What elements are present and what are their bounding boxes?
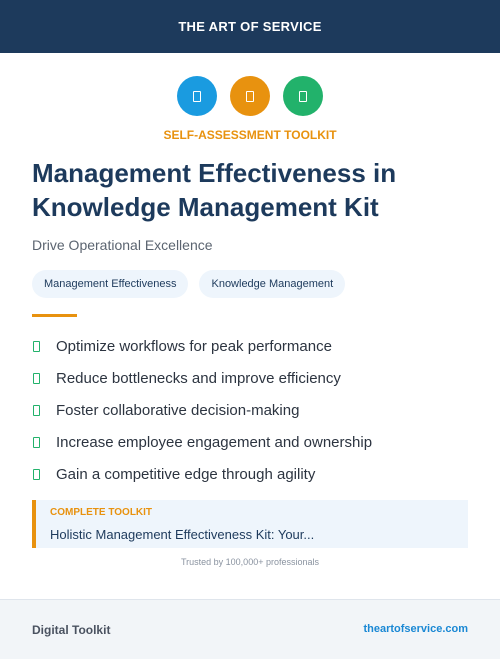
check-icon <box>33 340 40 352</box>
tag-list: Management Effectiveness Knowledge Manag… <box>32 270 346 298</box>
tag-management-effectiveness[interactable]: Management Effectiveness <box>32 270 189 298</box>
check-icon <box>33 372 40 384</box>
kicker-label: SELF-ASSESSMENT TOOLKIT <box>163 128 337 142</box>
check-icon <box>33 468 40 480</box>
trusted-note: Trusted by 100,000+ professionals <box>180 557 319 567</box>
check-icon <box>33 404 40 416</box>
footer-label: Digital Toolkit <box>32 623 111 637</box>
feature-text: Foster collaborative decision-making <box>56 401 300 419</box>
website-link[interactable]: theartofservice.com <box>363 623 468 635</box>
toolkit-text: Holistic Management Effectiveness Kit: Y… <box>50 527 315 542</box>
feature-text: Increase employee engagement and ownersh… <box>56 433 373 451</box>
top-banner: THE ART OF SERVICE <box>0 0 500 53</box>
feature-text: Reduce bottlenecks and improve efficienc… <box>56 369 341 387</box>
complete-toolkit-card[interactable]: COMPLETE TOOLKIT Holistic Management Eff… <box>32 500 468 548</box>
document-icon <box>283 76 323 116</box>
feature-item: Foster collaborative decision-making <box>32 394 472 426</box>
feature-text: Optimize workflows for peak performance <box>56 337 332 355</box>
page-title: Management Effectiveness in Knowledge Ma… <box>32 158 397 222</box>
book-icon <box>177 76 217 116</box>
toolkit-label: COMPLETE TOOLKIT <box>50 507 153 518</box>
clipboard-icon <box>230 76 270 116</box>
feature-text: Gain a competitive edge through agility <box>56 465 316 483</box>
feature-item: Gain a competitive edge through agility <box>32 458 472 490</box>
feature-item: Increase employee engagement and ownersh… <box>32 426 472 458</box>
feature-item: Optimize workflows for peak performance <box>32 330 472 362</box>
brand-title: THE ART OF SERVICE <box>178 19 322 34</box>
subtitle: Drive Operational Excellence <box>32 237 213 253</box>
feature-list: Optimize workflows for peak performance … <box>32 330 472 490</box>
check-icon <box>33 436 40 448</box>
accent-divider <box>32 314 77 317</box>
tag-knowledge-management[interactable]: Knowledge Management <box>199 270 346 298</box>
icon-row <box>0 76 500 116</box>
feature-item: Reduce bottlenecks and improve efficienc… <box>32 362 472 394</box>
footer: Digital Toolkit theartofservice.com <box>0 599 500 659</box>
